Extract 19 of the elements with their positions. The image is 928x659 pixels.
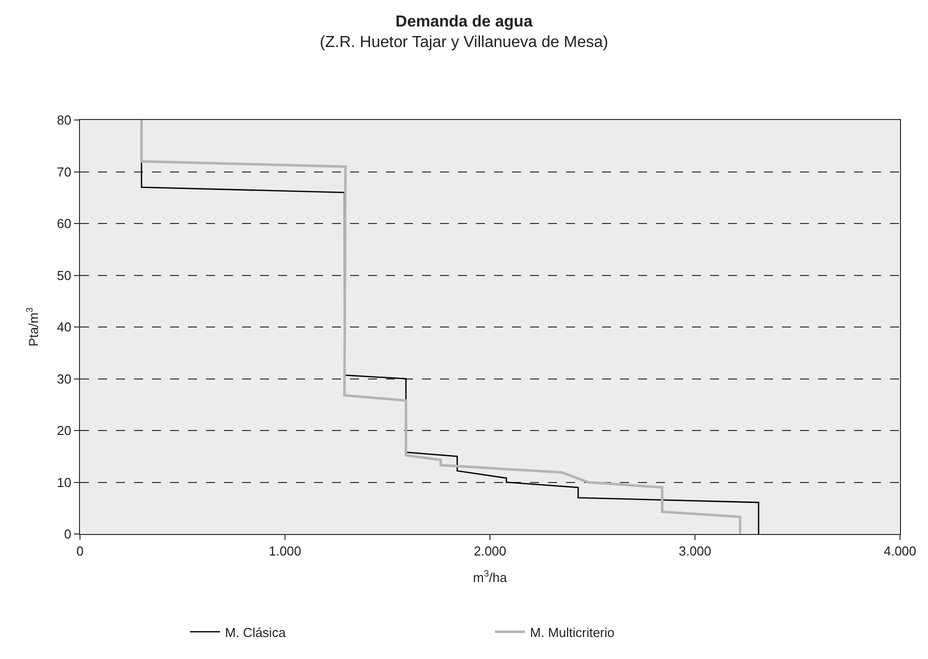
y-tick-label: 50 — [56, 268, 72, 283]
y-tick-label: 20 — [56, 423, 72, 438]
y-tick-label: 80 — [56, 112, 72, 128]
legend-label: M. Multicriterio — [530, 624, 615, 640]
x-tick-label: 1.000 — [268, 544, 302, 559]
y-tick-label: 60 — [56, 216, 72, 232]
y-tick-label: 30 — [56, 371, 72, 386]
x-tick-label: 0 — [76, 544, 84, 559]
chart-subtitle: (Z.R. Huetor Tajar y Villanueva de Mesa) — [320, 34, 608, 52]
y-tick-label: 40 — [56, 320, 72, 335]
x-tick-label: 3.000 — [678, 544, 712, 559]
chart-title: Demanda de agua — [396, 13, 533, 30]
x-tick-label: 4.000 — [884, 544, 916, 559]
y-tick-label: 0 — [64, 526, 72, 542]
legend-label: M. Clásica — [225, 624, 286, 640]
x-axis-title: m$^{3}$/ha — [473, 568, 508, 586]
y-tick-label: 70 — [56, 164, 72, 180]
y-tick-label: 10 — [56, 474, 72, 490]
x-tick-label: 2.000 — [474, 544, 506, 559]
